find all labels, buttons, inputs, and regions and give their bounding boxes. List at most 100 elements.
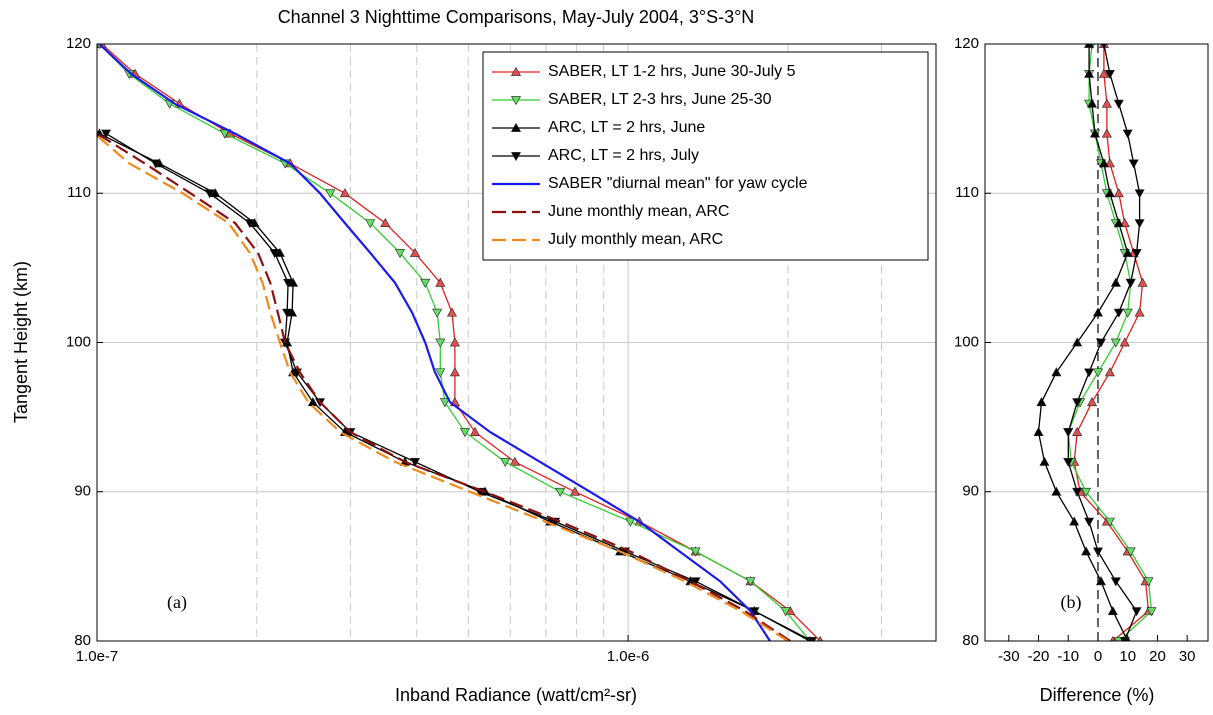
marker [1104,517,1115,527]
x-tick-label: 0 [1094,648,1102,665]
legend-label: June monthly mean, ARC [548,203,729,220]
marker [409,457,421,468]
marker [1095,576,1106,586]
marker [1122,247,1133,257]
marker [1090,128,1101,138]
marker [1137,277,1148,287]
marker [1033,426,1044,436]
legend-label: ARC, LT = 2 hrs, July [548,147,699,164]
marker [569,486,580,496]
marker [1113,188,1124,198]
marker [282,308,293,318]
marker [1101,128,1112,138]
y-tick-label: 90 [74,483,91,500]
marker [1110,577,1121,587]
marker [625,517,636,527]
marker [1087,397,1098,407]
x-tick-label: 1.0e-7 [76,648,119,665]
marker [1134,189,1145,199]
chart-title: Channel 3 Nighttime Comparisons, May-Jul… [278,7,755,27]
x-tick-label: -10 [1057,648,1079,665]
panel-label: (b) [1061,592,1082,613]
marker [1092,547,1103,557]
x-axis-label: Difference (%) [1040,685,1155,705]
y-tick-label: 120 [954,35,979,52]
marker [1063,428,1074,438]
marker [1072,426,1083,436]
series-line [97,132,791,641]
marker [780,607,791,617]
marker [219,129,230,139]
marker [365,219,376,229]
marker [1122,129,1133,139]
marker [1119,337,1130,347]
marker [470,426,481,436]
marker [1084,368,1095,378]
y-tick-label: 110 [67,184,91,201]
marker [1063,457,1074,468]
marker [1134,219,1145,229]
marker [394,249,406,259]
marker [1125,278,1136,288]
x-tick-label: 1.0e-6 [607,648,650,665]
marker [1081,546,1092,556]
y-tick-label: 120 [66,35,91,52]
marker [1128,159,1139,169]
marker [690,547,701,557]
marker [1104,69,1115,79]
marker [1092,307,1103,317]
marker [555,487,566,497]
marker [101,129,112,139]
marker [1084,517,1095,527]
marker [1069,516,1080,526]
marker [283,278,294,288]
marker [1131,249,1142,259]
x-axis-label: Inband Radiance (watt/cm²-sr) [395,685,637,705]
y-axis-label: Tangent Height (km) [11,261,31,423]
marker [1110,277,1121,287]
marker [1134,307,1145,317]
marker [244,219,255,229]
marker [439,398,450,408]
marker [204,189,215,199]
marker [1113,308,1124,318]
x-tick-label: 30 [1179,648,1196,665]
marker [1051,486,1062,496]
marker [1110,338,1121,348]
marker [1084,44,1095,48]
marker [435,277,446,287]
x-tick-label: 10 [1119,648,1136,665]
plot-frame [984,43,1209,642]
marker [1072,398,1083,408]
marker [269,249,280,259]
marker [1104,367,1115,377]
legend-marker [510,122,522,132]
plot-frame [96,43,937,642]
y-tick-label: 100 [954,333,979,350]
marker [1072,337,1083,347]
legend: SABER, LT 1-2 hrs, June 30-July 5 SABER, … [482,51,929,261]
marker [420,278,431,288]
marker [150,159,161,169]
legend-label: SABER, LT 1-2 hrs, June 30-July 5 [548,63,796,80]
y-tick-label: 110 [955,184,979,201]
y-tick-label: 80 [962,632,979,649]
marker [1084,68,1095,78]
marker [509,456,520,466]
marker [1101,98,1112,108]
marker [1143,577,1154,587]
y-tick-label: 80 [74,632,91,649]
series-line [105,133,813,641]
marker [1131,607,1142,617]
marker [1081,487,1092,497]
legend-label: ARC, LT = 2 hrs, June [548,119,705,136]
marker [1087,98,1098,108]
marker [1098,68,1109,78]
panel-label: (a) [167,592,187,613]
x-tick-label: -30 [998,648,1020,665]
legend-label: July monthly mean, ARC [548,231,723,248]
marker [1107,606,1118,616]
marker [1092,368,1103,378]
